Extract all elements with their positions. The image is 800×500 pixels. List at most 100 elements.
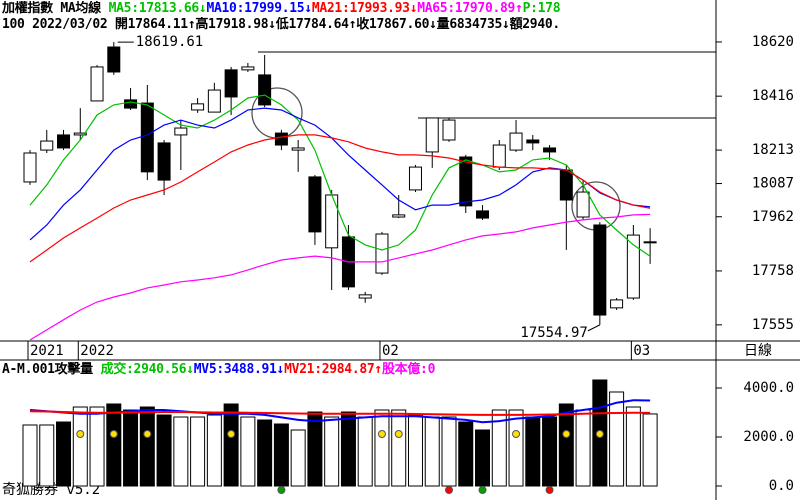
price-panel — [23, 42, 657, 340]
header-row: 100 2022/03/02 開17864.11↑高17918.98↓低1778… — [2, 17, 714, 33]
x-tick-label: 2022 — [80, 343, 114, 359]
annotation: 18619.61 — [136, 34, 203, 50]
ma-line — [29, 213, 651, 340]
signal-dot — [109, 430, 118, 438]
signal-dot — [595, 430, 604, 438]
candle-body — [626, 234, 640, 299]
volume-bar — [39, 424, 55, 487]
signal-dot — [143, 430, 152, 438]
candle-body — [73, 132, 87, 136]
candle-body — [593, 224, 607, 316]
candle-body — [442, 119, 456, 141]
volume-bar — [542, 416, 558, 487]
y-tick-label: 18087 — [752, 176, 794, 192]
signal-dot — [377, 430, 386, 438]
candle-body — [358, 294, 372, 299]
volume-bar — [273, 423, 289, 487]
volume-bar — [139, 406, 155, 487]
candle-body — [559, 169, 573, 201]
signal-dot — [445, 486, 453, 494]
candle-body — [258, 74, 272, 106]
x-tick-label: 2021 — [30, 343, 64, 359]
volume-bar — [340, 411, 356, 487]
candle-body — [191, 103, 205, 111]
signal-dot — [277, 486, 286, 494]
candle-body — [107, 46, 121, 73]
y-tick-label: 18213 — [752, 142, 794, 158]
header-text: MV5:3488.91↓ — [193, 362, 285, 377]
volume-bar — [173, 416, 189, 487]
header-text: MA5:17813.66↓ — [108, 1, 207, 16]
header-text: 股本億:0 — [381, 362, 436, 377]
candle-body — [124, 99, 138, 109]
candle-body — [526, 139, 540, 144]
y-tick-label: 0.0 — [769, 478, 794, 494]
volume-bar — [223, 403, 239, 487]
candle-body — [325, 194, 339, 249]
candle-body — [576, 191, 590, 218]
candle-body — [492, 144, 506, 168]
header-row: 加權指數 MA均線 MA5:17813.66↓MA10:17999.15↓MA2… — [2, 1, 714, 17]
volume-bar — [307, 411, 323, 487]
candle-body — [308, 176, 322, 233]
volume-bar — [206, 414, 222, 487]
signal-dot — [76, 430, 85, 438]
candle-body — [207, 89, 221, 113]
signal-dot — [478, 486, 487, 494]
volume-bar — [190, 416, 206, 487]
volume-bar — [290, 429, 306, 487]
ma-line — [29, 134, 651, 263]
ma-line — [29, 107, 651, 241]
candle-body — [90, 66, 104, 102]
header-text: MA21:17993.93↓ — [311, 1, 418, 16]
volume-bar — [407, 414, 423, 487]
volume-bar — [357, 416, 373, 487]
volume-bar — [575, 409, 591, 487]
signal-dot — [562, 430, 571, 438]
candle-body — [408, 166, 422, 191]
volume-bar — [123, 409, 139, 487]
x-tick-label: 02 — [382, 343, 399, 359]
volume-bar — [475, 429, 491, 487]
header-text: 加權指數 MA均線 — [2, 1, 101, 16]
y-tick-label: 2000.0 — [743, 429, 794, 445]
y-tick-label: 17758 — [752, 263, 794, 279]
signal-dot — [227, 430, 236, 438]
header-text: 100 2022/03/02 開17864.11↑高17918.98↓低1778… — [2, 17, 560, 32]
volume-bar — [374, 409, 390, 487]
signal-dot — [545, 486, 554, 494]
volume-bar — [508, 409, 524, 487]
candle-body — [610, 299, 624, 309]
header-text: MV21:2984.87↑ — [284, 362, 382, 377]
ma-line — [29, 94, 651, 257]
signal-dot — [512, 430, 521, 438]
volume-bar — [458, 421, 474, 487]
header-row: A-M.001攻擊量 成交:2940.56↓MV5:3488.91↓MV21:2… — [2, 362, 714, 378]
candle-body — [23, 152, 37, 183]
volume-bar — [106, 403, 122, 487]
candle-body — [274, 132, 288, 146]
volume-panel — [22, 379, 658, 494]
volume-bar — [625, 406, 641, 487]
volume-bar — [156, 414, 172, 487]
candle-body — [174, 127, 188, 136]
volume-bar — [642, 413, 658, 487]
y-tick-label: 4000.0 — [743, 380, 794, 396]
annotation: 17554.97 — [520, 325, 587, 341]
signal-dot — [394, 430, 403, 438]
x-tick-label: 03 — [633, 343, 650, 359]
header-text: A-M.001攻擊量 — [2, 362, 93, 377]
volume-bar — [324, 416, 340, 487]
plot: 18620 18416 18213 18087 17962 17758 17555 2021 2… — [22, 34, 794, 494]
period-label: 日線 — [744, 343, 772, 359]
y-tick-label: 18620 — [752, 34, 794, 50]
header-text: P:178 — [522, 1, 561, 16]
candle-body — [375, 233, 389, 274]
volume-bar — [491, 409, 507, 487]
candle-body — [291, 147, 305, 151]
header-text: 成交:2940.56↓ — [100, 362, 194, 377]
volume-bar — [89, 406, 105, 487]
mv-line — [29, 399, 651, 424]
